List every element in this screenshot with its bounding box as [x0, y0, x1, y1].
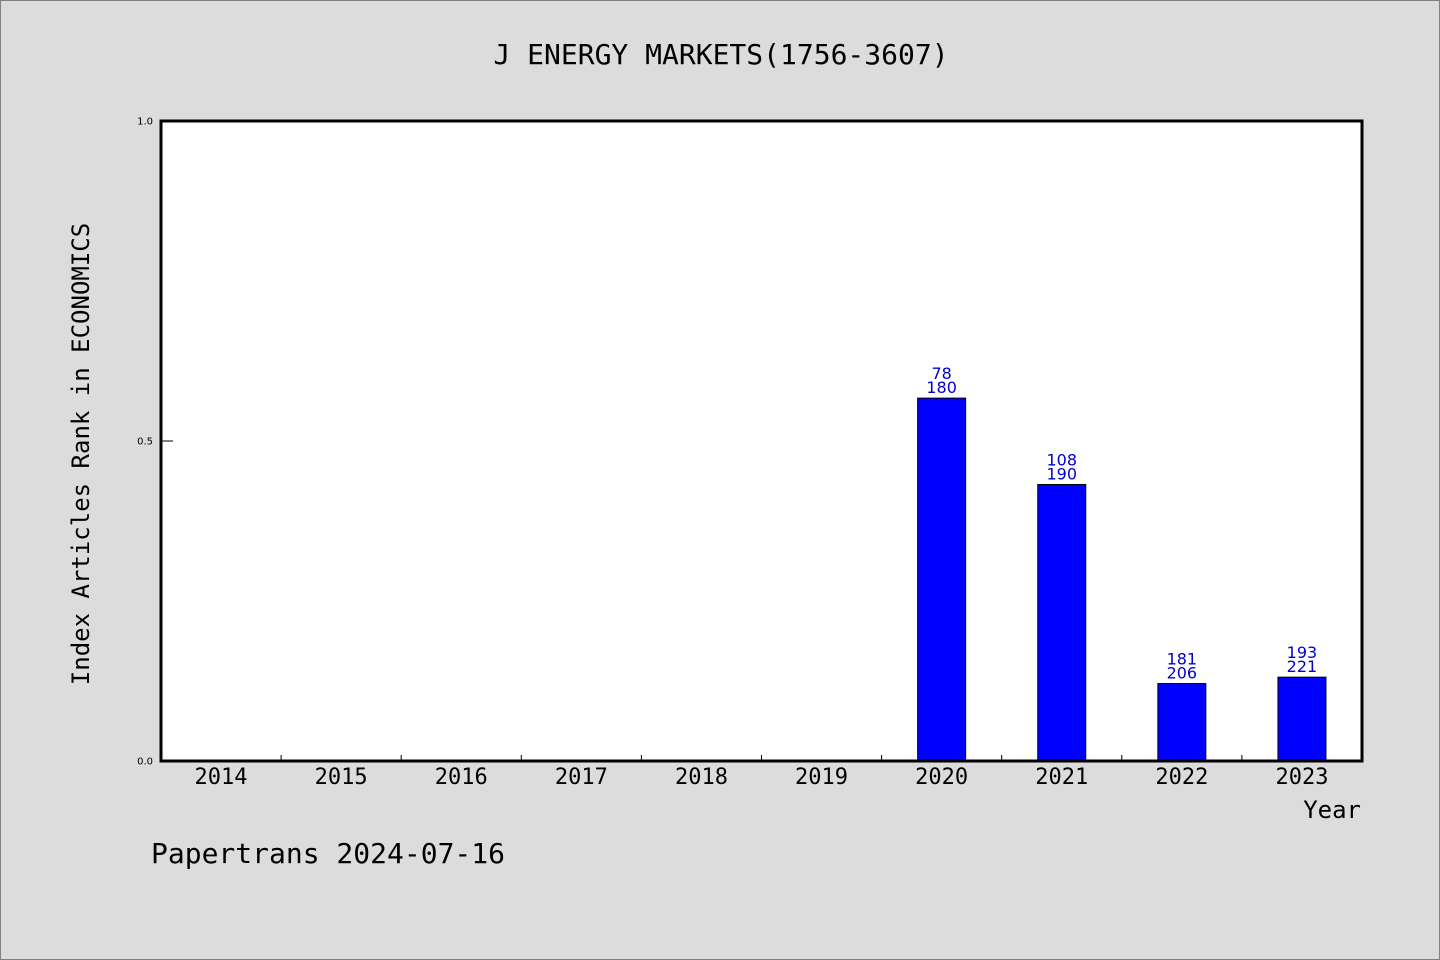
- x-tick-label: 2023: [1275, 765, 1328, 790]
- x-tick-label: 2016: [435, 765, 488, 790]
- x-tick-label: 2018: [675, 765, 728, 790]
- bar-label-top: 78: [931, 364, 951, 383]
- chart-title: J ENERGY MARKETS(1756-3607): [493, 38, 948, 71]
- bars-layer: [917, 397, 1327, 762]
- bar-label-bottom: 221: [1287, 657, 1318, 676]
- x-axis-label: Year: [1303, 796, 1361, 824]
- bar-2021: [1037, 484, 1087, 762]
- x-tick-label: 2022: [1155, 765, 1208, 790]
- x-tick-label: 2020: [915, 765, 968, 790]
- x-tick-label: 2015: [315, 765, 368, 790]
- plot-frame: [159, 119, 1364, 763]
- bar-2020: [917, 397, 967, 762]
- y-axis-label: Index Articles Rank in ECONOMICS: [67, 223, 95, 685]
- bar-2023: [1277, 676, 1327, 762]
- bar-label-top: 181: [1167, 650, 1198, 669]
- y-axis-ticks: 0.0 0.5 1.0: [137, 117, 173, 768]
- x-tick-label: 2021: [1035, 765, 1088, 790]
- x-axis-ticks: 2014 2015 2016 2017 2018 2019 2020 2021 2022 2023: [195, 755, 1328, 790]
- y-tick-label: 1.0: [137, 117, 153, 128]
- bar-label-bottom: 206: [1167, 664, 1198, 683]
- bar-label-bottom: 180: [926, 378, 957, 397]
- footer-credit: Papertrans 2024-07-16: [151, 837, 505, 870]
- bar-label-bottom: 190: [1046, 465, 1077, 484]
- bar-2022: [1157, 683, 1207, 762]
- y-tick-label: 0.5: [137, 437, 153, 448]
- y-tick-label: 0.0: [137, 757, 153, 768]
- x-tick-label: 2019: [795, 765, 848, 790]
- bar-label-top: 193: [1287, 643, 1318, 662]
- plot-area: [161, 121, 1362, 761]
- bar-label-top: 108: [1046, 451, 1077, 470]
- x-tick-label: 2017: [555, 765, 608, 790]
- x-tick-label: 2014: [195, 765, 248, 790]
